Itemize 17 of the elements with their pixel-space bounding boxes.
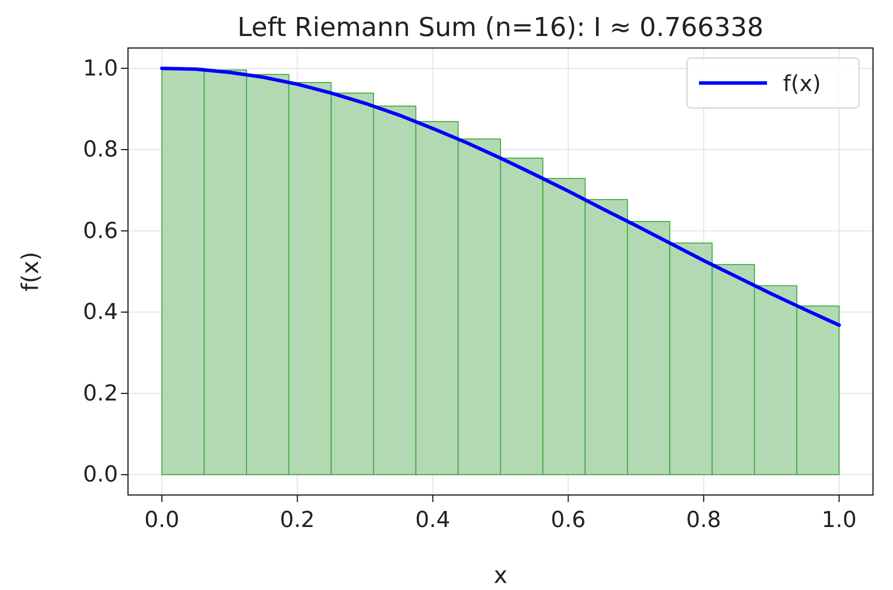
x-tick-label: 0.6 bbox=[550, 508, 586, 533]
legend-label: f(x) bbox=[783, 72, 821, 97]
y-tick-label: 0.6 bbox=[83, 218, 118, 244]
x-tick-label: 1.0 bbox=[822, 508, 857, 533]
x-axis-title: x bbox=[494, 563, 508, 589]
line-series bbox=[160, 66, 841, 327]
x-tick-label: 0.0 bbox=[144, 508, 180, 533]
chart-title: Left Riemann Sum (n=16): I ≈ 0.766338 bbox=[237, 13, 764, 43]
x-tick-label: 0.4 bbox=[415, 508, 450, 533]
y-tick-label: 0.8 bbox=[83, 138, 118, 163]
y-tick-label: 0.2 bbox=[83, 381, 118, 406]
y-tick-label: 0.4 bbox=[83, 300, 118, 326]
x-tick-label: 0.8 bbox=[686, 508, 722, 533]
y-axis-title: f(x) bbox=[18, 252, 44, 292]
y-tick-label: 1.0 bbox=[83, 56, 118, 82]
y-tick-label: 0.0 bbox=[83, 462, 118, 488]
x-tick-label: 0.2 bbox=[280, 508, 315, 533]
